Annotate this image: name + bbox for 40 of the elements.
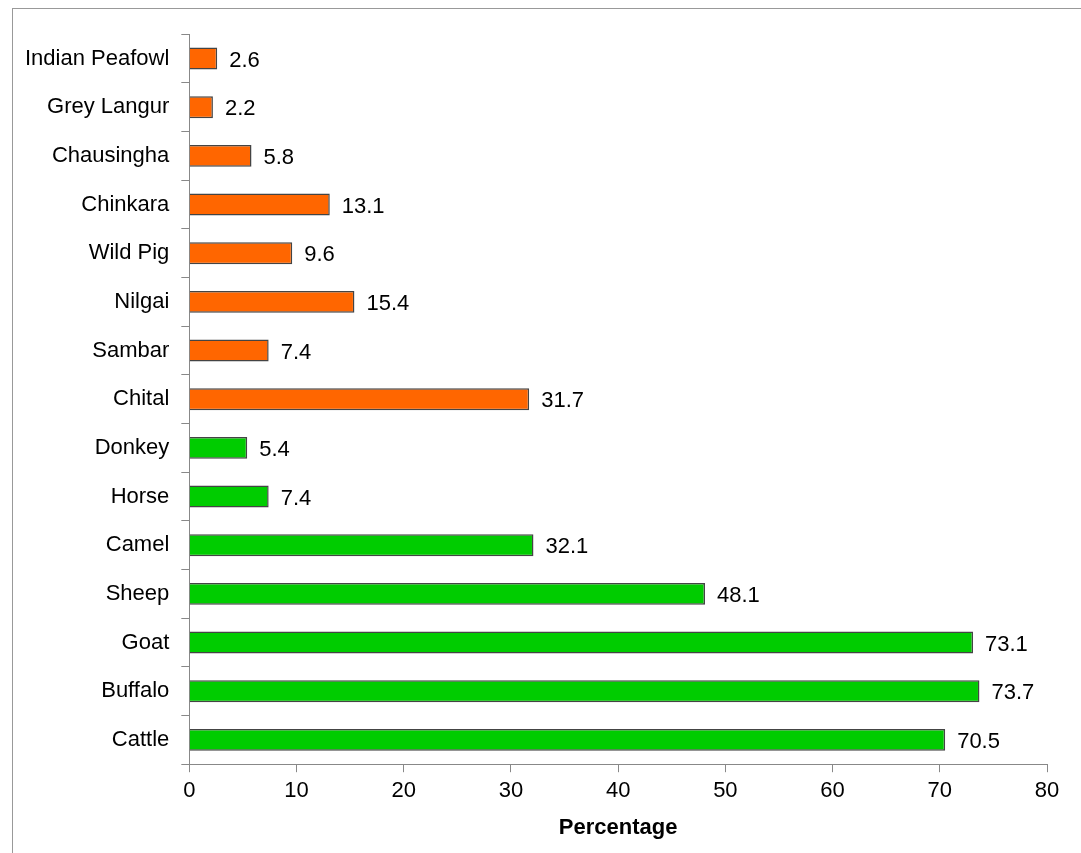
x-tick-label: 20: [391, 777, 416, 803]
y-tick-label: Chital: [113, 385, 170, 411]
y-tick-label: Sheep: [105, 579, 170, 605]
x-tick-label: 50: [713, 777, 738, 803]
x-tick-label: 10: [284, 777, 309, 803]
data-label: 73.1: [985, 630, 1028, 656]
x-axis-title: Percentage: [558, 813, 678, 839]
data-label: 32.1: [545, 533, 589, 559]
data-label: 5.8: [263, 143, 295, 169]
y-tick-label: Wild Pig: [88, 239, 170, 265]
y-tick-label: Indian Peafowl: [24, 44, 170, 70]
data-label: 7.4: [280, 338, 312, 364]
y-tick-label: Chinkara: [81, 190, 171, 216]
y-tick-label: Chausingha: [51, 141, 171, 167]
data-label: 2.6: [229, 46, 260, 72]
y-tick-label: Horse: [110, 482, 170, 508]
data-label: 31.7: [541, 387, 584, 413]
x-tick-label: 60: [820, 777, 845, 803]
x-tick-label: 0: [183, 777, 196, 803]
x-tick-label: 80: [1034, 777, 1060, 803]
y-tick-label: Donkey: [94, 433, 170, 459]
y-tick-label: Buffalo: [101, 677, 170, 703]
y-tick-label: Cattle: [111, 725, 170, 751]
data-label: 5.4: [259, 435, 290, 461]
data-label: 73.7: [991, 679, 1035, 705]
x-tick-label: 70: [927, 777, 953, 803]
x-tick-label: 30: [498, 777, 524, 803]
y-tick-label: Nilgai: [114, 287, 170, 313]
data-label: 15.4: [366, 289, 410, 315]
data-label: 13.1: [341, 192, 385, 218]
data-label: 7.4: [280, 484, 312, 510]
data-label: 70.5: [957, 727, 1000, 753]
y-tick-label: Goat: [121, 628, 170, 654]
y-tick-label: Sambar: [92, 336, 170, 362]
y-tick-label: Grey Langur: [47, 93, 170, 119]
data-label: 9.6: [304, 241, 335, 267]
y-tick-label: Camel: [105, 531, 170, 557]
x-tick-label: 40: [605, 777, 631, 803]
data-label: 2.2: [224, 95, 256, 121]
data-label: 48.1: [717, 581, 760, 607]
